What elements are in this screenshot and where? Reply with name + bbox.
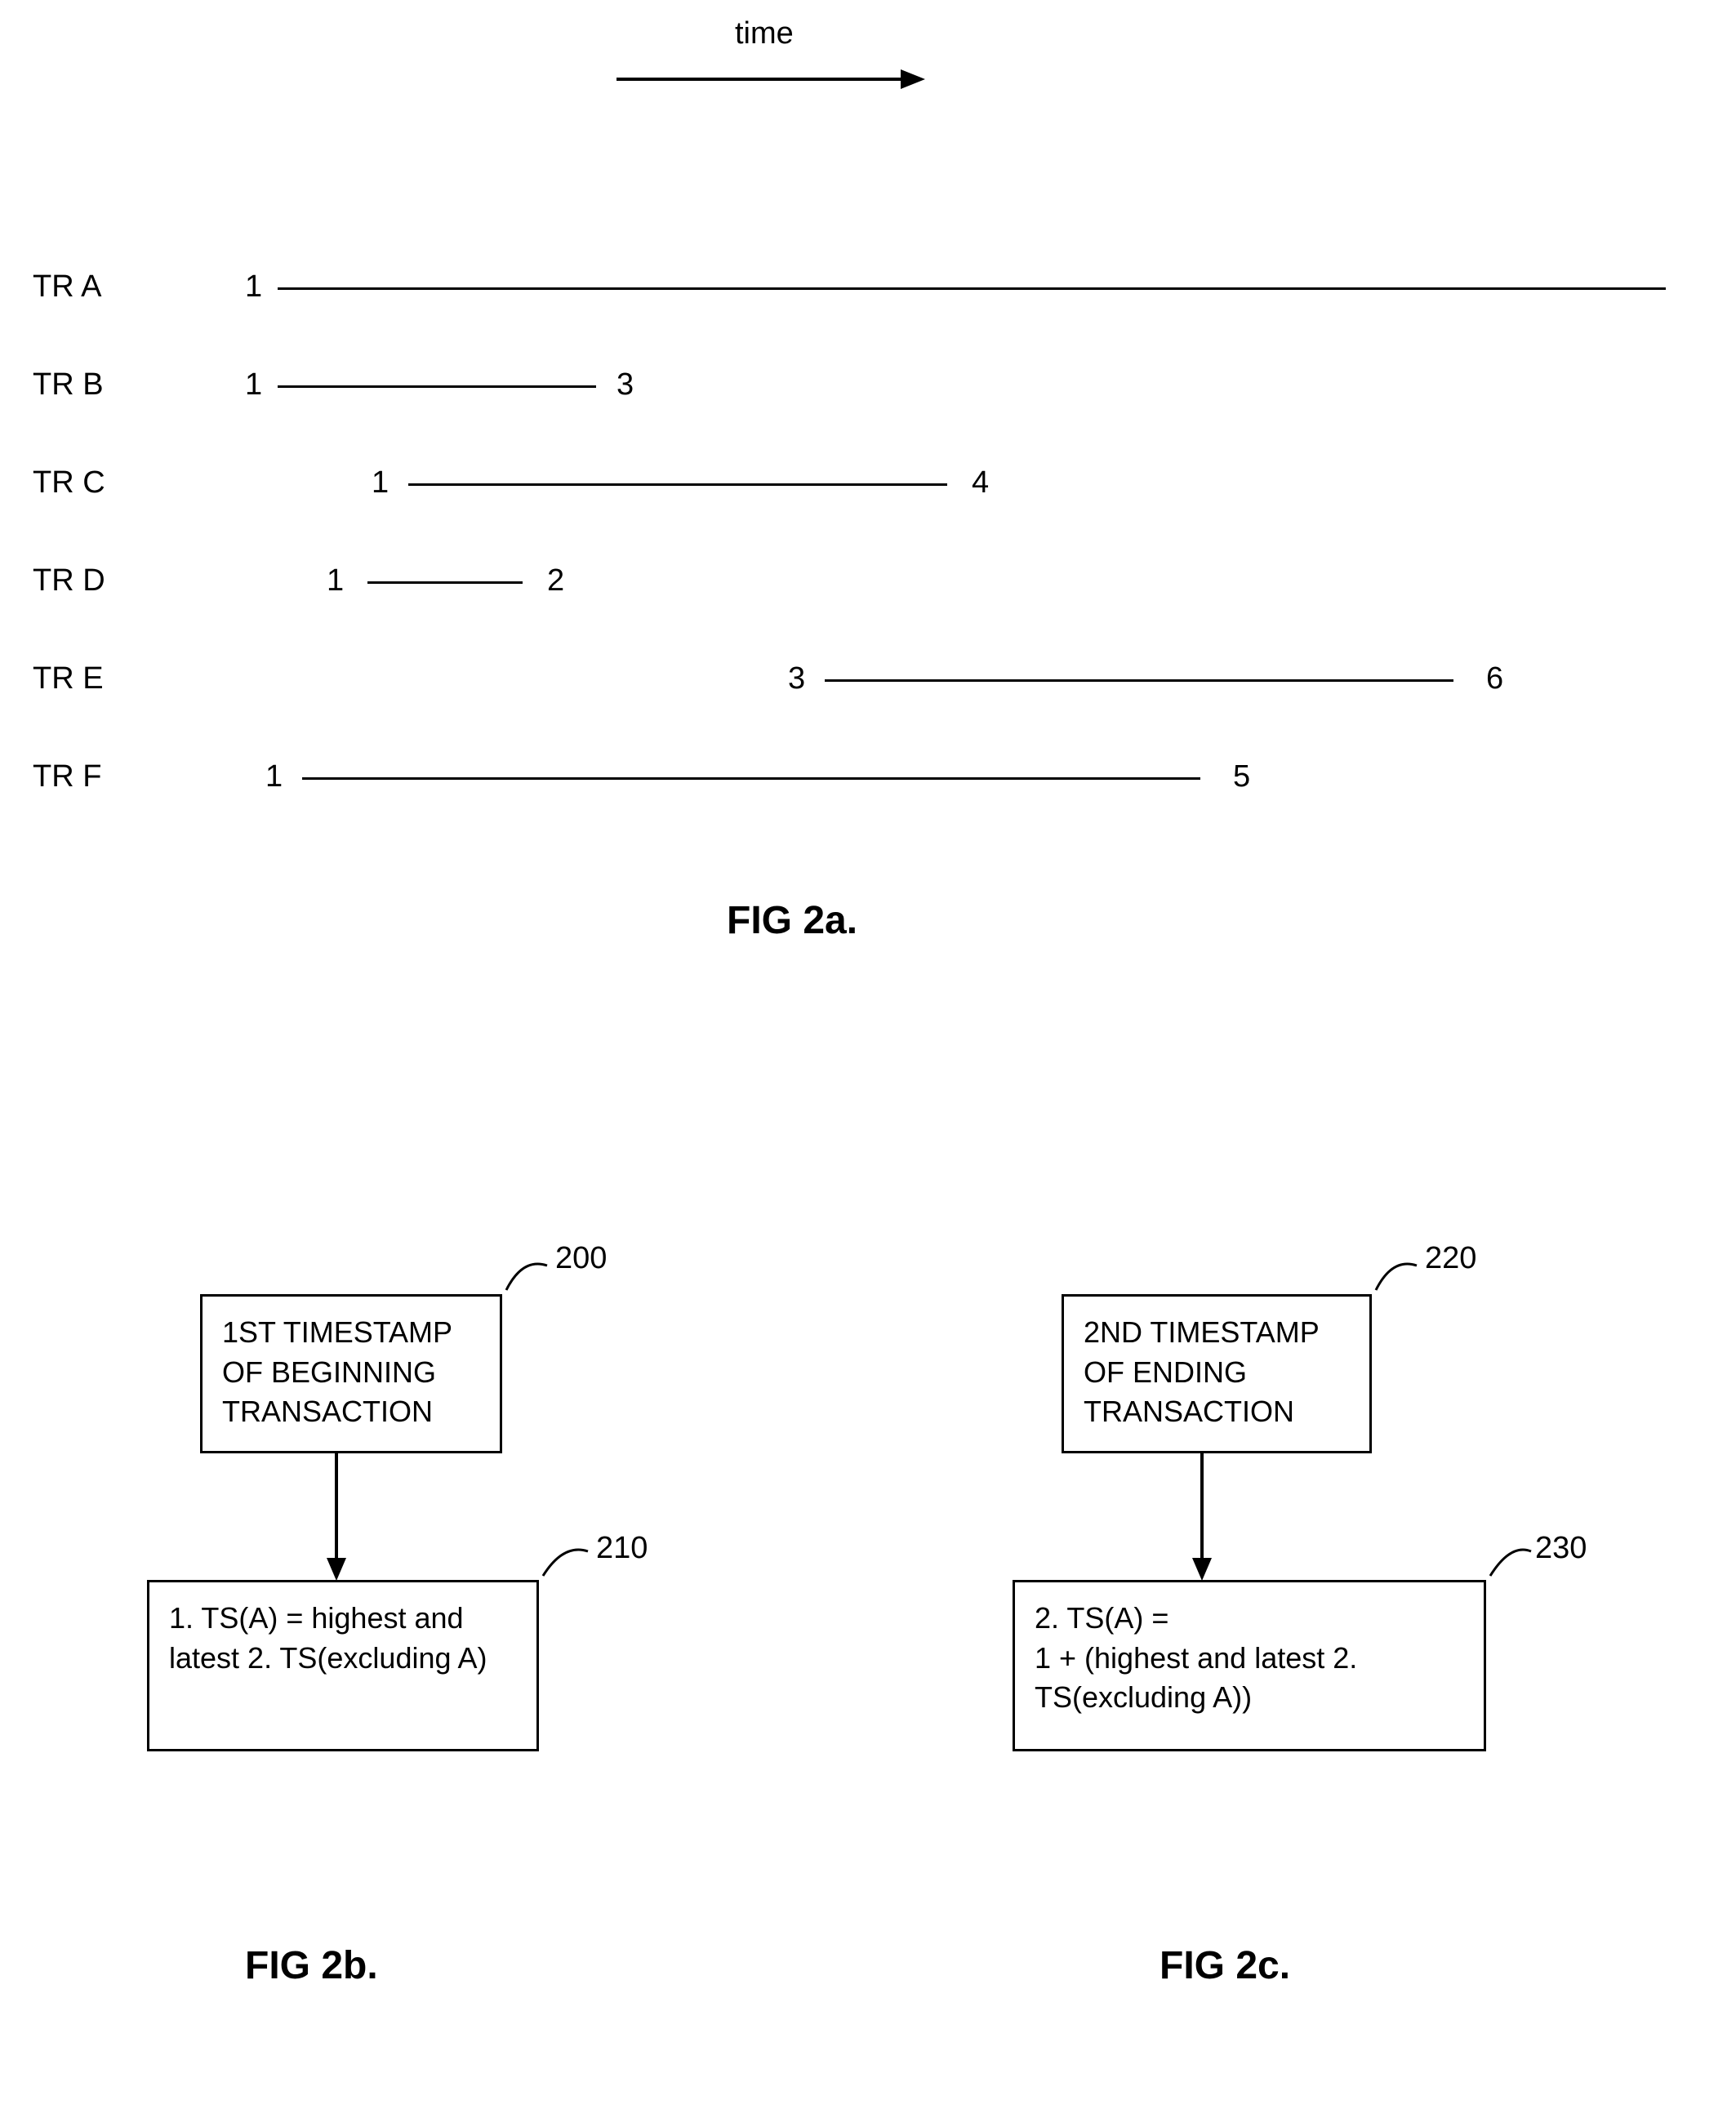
- fig2c-leader-220: [0, 0, 1736, 2109]
- fig2b-box-200-text: 1ST TIMESTAMP OF BEGINNING TRANSACTION: [203, 1297, 500, 1448]
- tr-b-start-num: 1: [245, 367, 262, 403]
- tr-c-label: TR C: [33, 465, 105, 501]
- fig2b-ref-200: 200: [555, 1241, 607, 1276]
- tr-b-end-num: 3: [617, 367, 634, 403]
- tr-c-end-num: 4: [972, 465, 989, 501]
- fig2c-ref-220: 220: [1425, 1241, 1476, 1276]
- fig2b-leader-210: [0, 0, 1736, 2109]
- fig2b-arrow-head: [327, 1558, 346, 1581]
- tr-f-label: TR F: [33, 759, 101, 794]
- fig2c-arrow-head: [1192, 1558, 1212, 1581]
- tr-f-start-num: 1: [265, 759, 283, 794]
- fig2b-leader-200: [0, 0, 1736, 2109]
- tr-e-line: [825, 679, 1453, 682]
- tr-e-end-num: 6: [1486, 661, 1503, 696]
- tr-c-start-num: 1: [372, 465, 389, 501]
- fig-2b-caption: FIG 2b.: [245, 1943, 378, 1988]
- tr-d-start-num: 1: [327, 563, 344, 598]
- fig2c-box-220-text: 2ND TIMESTAMP OF ENDING TRANSACTION: [1064, 1297, 1369, 1448]
- fig-2c-caption: FIG 2c.: [1160, 1943, 1290, 1988]
- tr-c-line: [408, 483, 947, 486]
- tr-f-end-num: 5: [1233, 759, 1250, 794]
- fig2c-leader-230: [0, 0, 1736, 2109]
- time-axis-label: time: [735, 16, 794, 51]
- fig2c-box-230: 2. TS(A) = 1 + (highest and latest 2. TS…: [1013, 1580, 1486, 1751]
- tr-a-label: TR A: [33, 269, 101, 305]
- tr-e-start-num: 3: [788, 661, 805, 696]
- fig2c-ref-230: 230: [1535, 1531, 1587, 1566]
- fig-2a-caption: FIG 2a.: [727, 898, 857, 943]
- tr-e-label: TR E: [33, 661, 104, 696]
- tr-b-line: [278, 385, 596, 388]
- tr-d-line: [367, 581, 523, 584]
- tr-a-start-num: 1: [245, 269, 262, 305]
- fig2b-box-210: 1. TS(A) = highest and latest 2. TS(excl…: [147, 1580, 539, 1751]
- tr-f-line: [302, 777, 1200, 780]
- tr-d-label: TR D: [33, 563, 105, 598]
- tr-a-line: [278, 287, 1666, 290]
- fig2b-arrow-line: [335, 1453, 338, 1560]
- tr-b-label: TR B: [33, 367, 104, 403]
- fig2c-box-230-text: 2. TS(A) = 1 + (highest and latest 2. TS…: [1015, 1582, 1484, 1734]
- time-arrow-head: [901, 69, 925, 89]
- fig2b-box-200: 1ST TIMESTAMP OF BEGINNING TRANSACTION: [200, 1294, 502, 1453]
- fig2b-ref-210: 210: [596, 1531, 648, 1566]
- time-arrow-line: [617, 78, 902, 81]
- fig2b-box-210-text: 1. TS(A) = highest and latest 2. TS(excl…: [149, 1582, 536, 1694]
- tr-d-end-num: 2: [547, 563, 564, 598]
- fig2c-box-220: 2ND TIMESTAMP OF ENDING TRANSACTION: [1062, 1294, 1372, 1453]
- fig2c-arrow-line: [1200, 1453, 1204, 1560]
